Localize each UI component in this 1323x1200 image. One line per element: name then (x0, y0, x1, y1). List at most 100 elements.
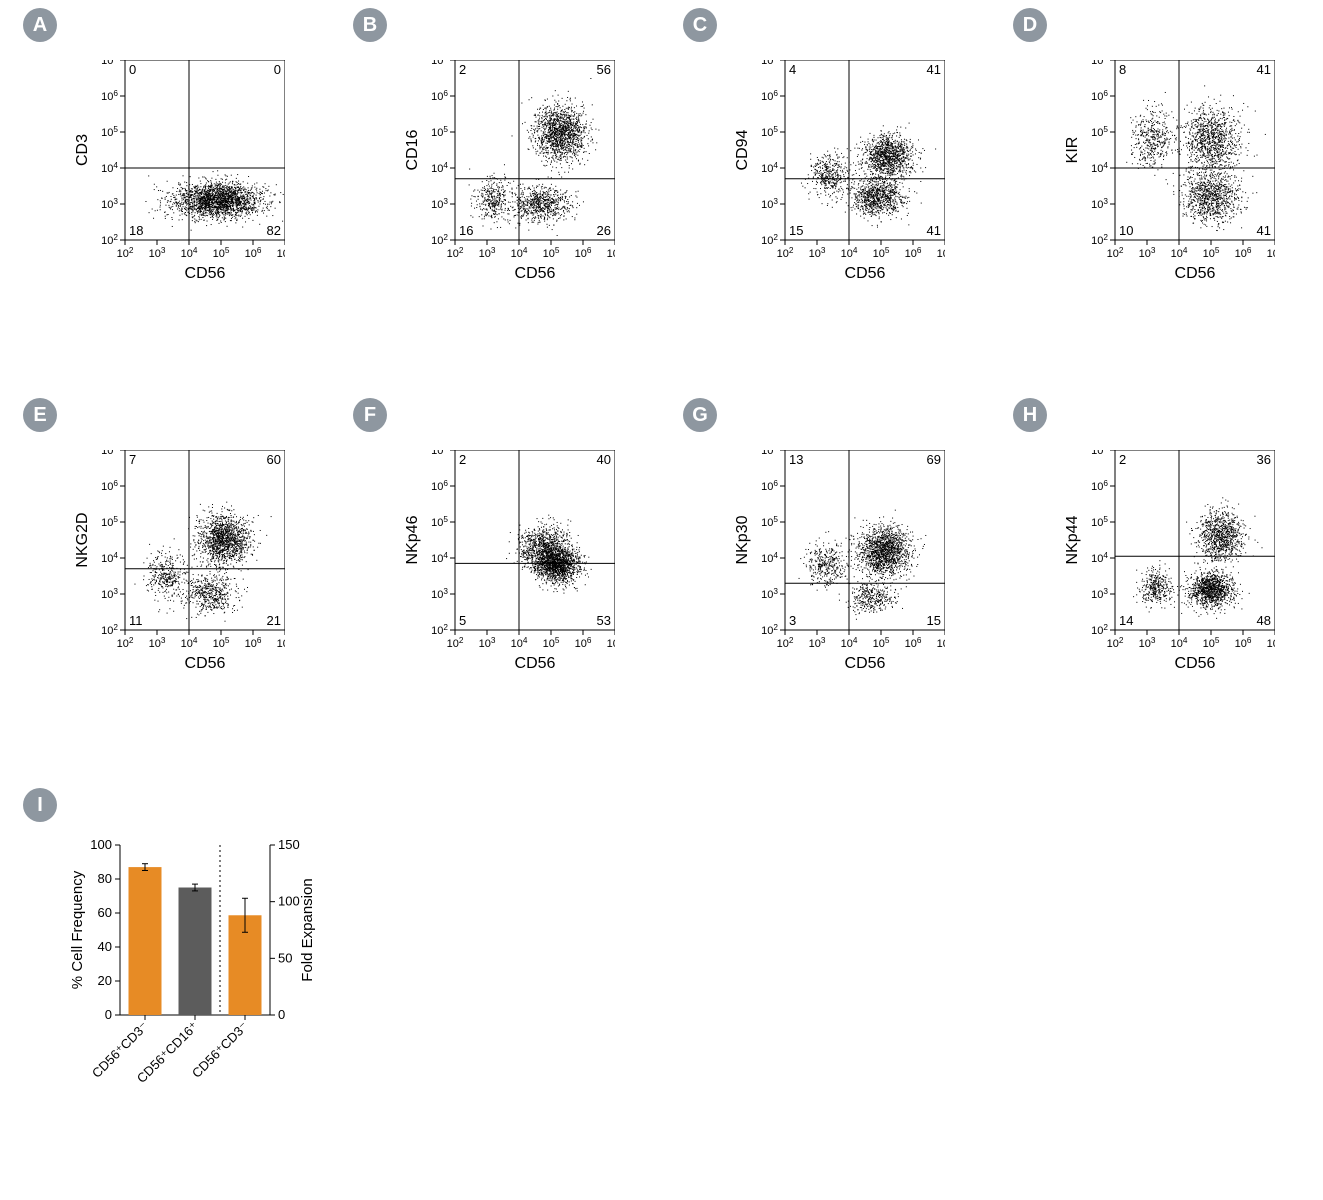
quad-ul: 7 (129, 452, 136, 467)
y-axis-label: CD3 (75, 134, 91, 166)
x-tick-label: 103 (809, 636, 826, 651)
scatter-plot: 102102103103104104105105106106107107CD56… (75, 450, 285, 675)
y-tick-label: 107 (101, 450, 118, 457)
scatter-plot: 102102103103104104105105106106107107CD56… (1065, 60, 1275, 285)
x-tick-label: 107 (937, 246, 945, 261)
x-tick-label: 105 (1203, 636, 1220, 651)
right-axis-label: Fold Expansion (299, 878, 316, 981)
quad-ll: 5 (459, 613, 466, 628)
right-tick-label: 0 (278, 1007, 285, 1022)
figure-root: A102102103103104104105105106106107107CD5… (0, 0, 1323, 1200)
y-tick-label: 104 (101, 161, 118, 176)
quad-ur: 60 (267, 452, 281, 467)
scatter-points (799, 510, 927, 620)
panel-badge: H (1013, 398, 1047, 432)
x-tick-label: 107 (277, 246, 285, 261)
y-tick-label: 103 (761, 587, 778, 602)
x-axis-label: CD56 (185, 655, 226, 672)
panel-C: C102102103103104104105105106106107107CD5… (705, 10, 945, 285)
panel-badge: B (353, 8, 387, 42)
y-tick-label: 106 (431, 479, 448, 494)
x-tick-label: 105 (543, 636, 560, 651)
left-tick-label: 80 (98, 871, 112, 886)
bar (129, 867, 162, 1015)
y-tick-label: 106 (761, 479, 778, 494)
y-tick-label: 102 (1091, 623, 1108, 638)
x-tick-label: 107 (1267, 636, 1275, 651)
quad-lr: 26 (597, 223, 611, 238)
x-axis-label: CD56 (515, 655, 556, 672)
y-tick-label: 105 (761, 515, 778, 530)
x-tick-label: 105 (213, 246, 230, 261)
quad-ul: 2 (459, 452, 466, 467)
quad-ur: 41 (927, 62, 941, 77)
quad-ul: 2 (459, 62, 466, 77)
panel-badge: G (683, 398, 717, 432)
panel-H: H102102103103104104105105106106107107CD5… (1035, 400, 1275, 675)
y-tick-label: 103 (1091, 197, 1108, 212)
x-tick-label: 105 (543, 246, 560, 261)
scatter-plot: 102102103103104104105105106106107107CD56… (1065, 450, 1275, 675)
panel-F: F102102103103104104105105106106107107CD5… (375, 400, 615, 675)
x-axis-label: CD56 (1175, 655, 1216, 672)
panel-badge: D (1013, 8, 1047, 42)
scatter-points (1126, 85, 1266, 231)
x-tick-label: 104 (181, 246, 198, 261)
x-tick-label: 106 (245, 636, 262, 651)
quad-ul: 0 (129, 62, 136, 77)
x-tick-label: 104 (841, 246, 858, 261)
y-tick-label: 102 (761, 623, 778, 638)
y-tick-label: 102 (761, 233, 778, 248)
y-tick-label: 104 (101, 551, 118, 566)
y-tick-label: 104 (761, 551, 778, 566)
x-tick-label: 103 (1139, 246, 1156, 261)
x-tick-label: 107 (607, 246, 615, 261)
x-tick-label: 107 (607, 636, 615, 651)
y-tick-label: 107 (431, 450, 448, 457)
x-tick-label: 106 (1235, 636, 1252, 651)
x-tick-label: 106 (575, 246, 592, 261)
x-tick-label: 103 (479, 246, 496, 261)
y-tick-label: 107 (431, 60, 448, 67)
y-tick-label: 104 (1091, 551, 1108, 566)
x-tick-label: 104 (1171, 246, 1188, 261)
y-tick-label: 103 (1091, 587, 1108, 602)
x-axis-label: CD56 (1175, 265, 1216, 282)
scatter-plot: 102102103103104104105105106106107107CD56… (735, 450, 945, 675)
x-tick-label: 104 (841, 636, 858, 651)
quad-ll: 14 (1119, 613, 1133, 628)
panel-B: B102102103103104104105105106106107107CD5… (375, 10, 615, 285)
scatter-points (134, 502, 271, 622)
y-tick-label: 105 (101, 515, 118, 530)
y-tick-label: 103 (101, 197, 118, 212)
y-tick-label: 105 (1091, 125, 1108, 140)
quad-lr: 53 (597, 613, 611, 628)
right-tick-label: 50 (278, 950, 292, 965)
quad-ll: 3 (789, 613, 796, 628)
x-tick-label: 103 (809, 246, 826, 261)
quad-lr: 82 (267, 223, 281, 238)
y-axis-label: NKG2D (75, 512, 91, 567)
quad-ur: 56 (597, 62, 611, 77)
x-tick-label: 107 (277, 636, 285, 651)
y-axis-label: CD16 (405, 129, 421, 170)
panel-G: G102102103103104104105105106106107107CD5… (705, 400, 945, 675)
scatter-points (145, 170, 285, 230)
y-tick-label: 106 (1091, 479, 1108, 494)
y-tick-label: 102 (431, 623, 448, 638)
x-tick-label: 103 (149, 246, 166, 261)
x-tick-label: 106 (905, 246, 922, 261)
x-tick-label: 106 (245, 246, 262, 261)
x-tick-label: 106 (575, 636, 592, 651)
x-axis-label: CD56 (845, 655, 886, 672)
panel-badge: I (23, 788, 57, 822)
y-tick-label: 104 (761, 161, 778, 176)
left-tick-label: 20 (98, 973, 112, 988)
x-tick-label: 105 (873, 246, 890, 261)
y-tick-label: 106 (101, 89, 118, 104)
y-tick-label: 105 (101, 125, 118, 140)
y-axis-label: NKp44 (1065, 515, 1081, 564)
quad-ll: 15 (789, 223, 803, 238)
panel-badge: F (353, 398, 387, 432)
x-tick-label: 102 (1107, 636, 1124, 651)
